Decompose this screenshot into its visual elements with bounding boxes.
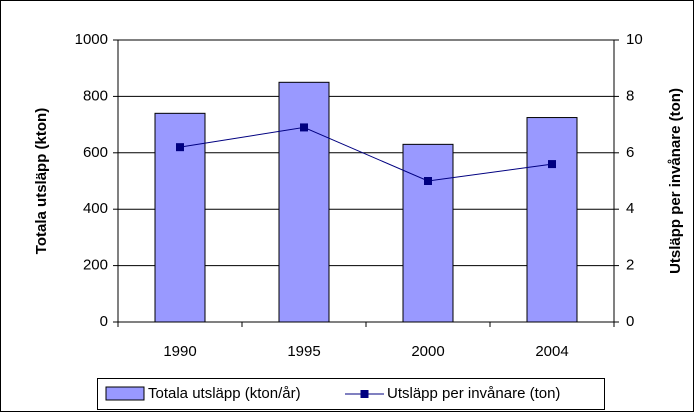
line xyxy=(179,126,553,182)
bar xyxy=(278,81,330,323)
y2-tick-label: 4 xyxy=(626,200,634,217)
legend-swatch xyxy=(105,386,145,401)
x-tick-label: 1995 xyxy=(287,343,320,360)
marker xyxy=(300,123,308,132)
y-tick-label: 800 xyxy=(83,87,108,104)
y-axis-label: Totala utsläpp (kton) xyxy=(33,108,50,254)
legend-label: Utsläpp per invånare (ton) xyxy=(387,385,560,402)
x-tick-label: 2004 xyxy=(535,343,568,360)
marker xyxy=(176,143,184,152)
y2-tick-label: 8 xyxy=(626,87,634,104)
bar xyxy=(402,143,454,323)
x-tick-label: 2000 xyxy=(411,343,444,360)
y-tick-label: 200 xyxy=(83,257,108,274)
y-tick-label: 0 xyxy=(100,313,108,330)
bar xyxy=(526,117,578,323)
x-tick-label: 1990 xyxy=(163,343,196,360)
y-tick-label: 1000 xyxy=(75,31,108,48)
y2-tick-label: 0 xyxy=(626,313,634,330)
marker xyxy=(424,177,432,185)
marker xyxy=(548,160,556,169)
y-tick-label: 600 xyxy=(83,144,108,161)
y2-axis-label: Utsläpp per invånare (ton) xyxy=(667,88,684,274)
legend-label: Totala utsläpp (kton/år) xyxy=(148,385,301,402)
y2-tick-label: 6 xyxy=(626,144,634,161)
y2-tick-label: 2 xyxy=(626,257,634,274)
y2-tick-label: 10 xyxy=(626,31,643,48)
legend-marker xyxy=(360,390,369,398)
y-tick-label: 400 xyxy=(83,200,108,217)
